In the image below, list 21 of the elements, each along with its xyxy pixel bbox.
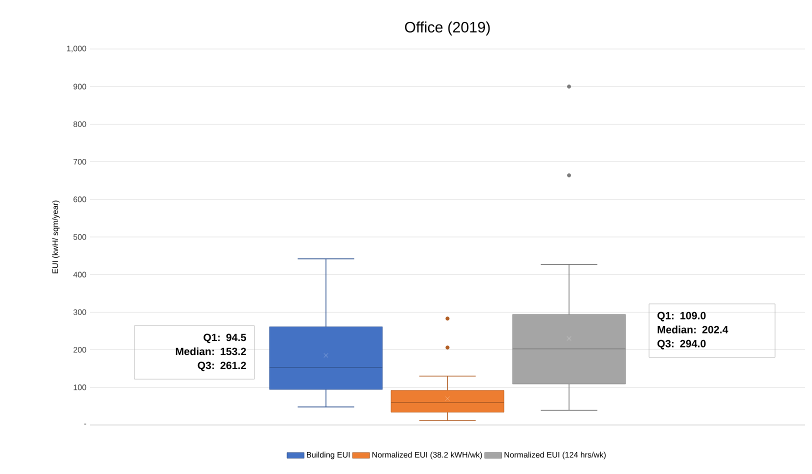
- annotation: Median: 153.2: [176, 347, 246, 356]
- annotation: Median: 202.4: [658, 326, 728, 334]
- y-tick-label: 400: [73, 272, 86, 278]
- annotation: Q1: 94.5: [204, 334, 246, 344]
- y-tick-label: 100: [74, 384, 86, 390]
- y-axis-title: EUI (kwH/ sqm/year): [52, 200, 60, 274]
- legend-label: Normalized EUI (124 hrs/wk): [504, 452, 606, 460]
- y-tick-label: 200: [74, 346, 86, 353]
- y-tick-label: 300: [73, 309, 86, 316]
- y-tick-label: 900: [74, 84, 86, 90]
- y-tick-label: 700: [74, 158, 86, 165]
- legend-label: Building EUI: [306, 452, 350, 460]
- y-tick-label: 1,000: [67, 46, 86, 52]
- annotation: Q3: 294.0: [657, 340, 706, 350]
- y-tick-label: 600: [74, 196, 86, 202]
- y-tick-label: 500: [73, 234, 86, 240]
- annotation: Q3: 261.2: [198, 362, 246, 372]
- legend-label: Normalized EUI (38.2 kWH/wk): [372, 452, 482, 460]
- chart-title: Office (2019): [404, 21, 490, 36]
- annotation: Q1: 109.0: [657, 312, 706, 322]
- y-tick-label: 800: [73, 121, 86, 128]
